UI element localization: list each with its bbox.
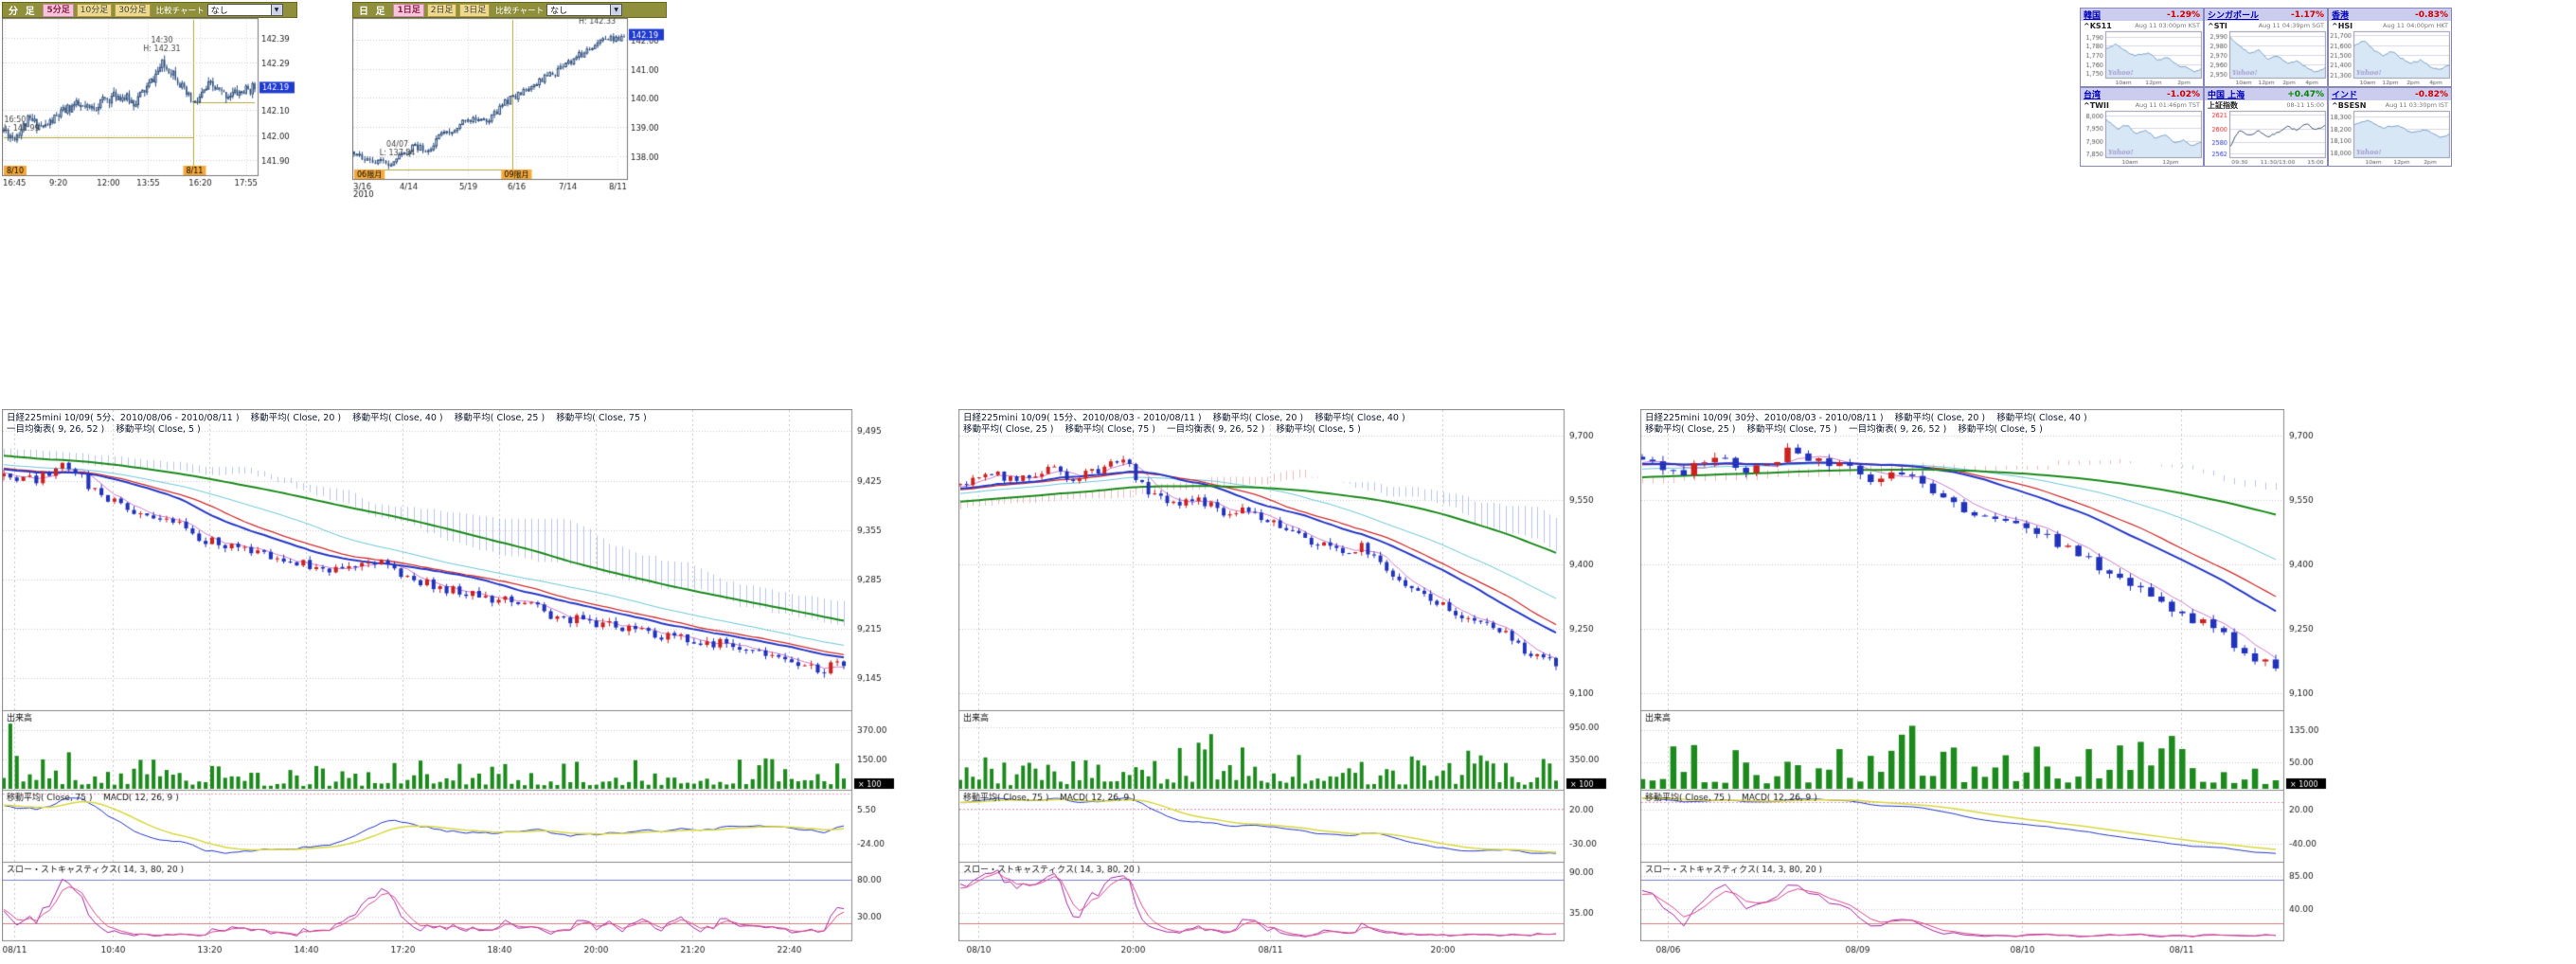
index-symbol: 上証指数 <box>2208 100 2238 110</box>
index-change: -1.29% <box>2167 9 2200 20</box>
index-mini-chart <box>2329 110 2451 166</box>
tab-3day[interactable]: 3日足 <box>459 3 491 17</box>
compare-chart-label: 比較チャート <box>155 6 205 16</box>
index-cell-header: シンガポール -1.17% <box>2205 9 2327 21</box>
index-mini-chart <box>2329 30 2451 86</box>
dropdown-arrow-icon[interactable]: ▼ <box>270 5 282 15</box>
index-symbol: ^HSI <box>2332 21 2353 30</box>
index-change: -1.17% <box>2291 9 2324 20</box>
index-symbol: ^TWII <box>2084 100 2109 110</box>
index-cell-meta: ^HSI Aug 11 04:00pm HKT <box>2329 21 2451 30</box>
tech-chart-panel-15min: 日経225mini 10/09( 15分、2010/08/03 - 2010/0… <box>958 409 1614 958</box>
world-indices-panel: 韓国 -1.29% ^KS11 Aug 11 03:00pm KST シンガポー… <box>2080 8 2452 167</box>
daily-chart-header: 日 足 1日足 2日足 3日足 比較チャート なし ▼ <box>352 2 667 18</box>
tab-10min[interactable]: 10分足 <box>76 3 113 17</box>
dropdown-arrow-icon[interactable]: ▼ <box>610 5 622 15</box>
index-cell-header: 中国 上海 +0.47% <box>2205 88 2327 100</box>
index-cell-singapore: シンガポール -1.17% ^STI Aug 11 04:39pm SGT <box>2204 8 2328 87</box>
tab-30min[interactable]: 30分足 <box>115 3 151 17</box>
index-cell-korea: 韓国 -1.29% ^KS11 Aug 11 03:00pm KST <box>2080 8 2204 87</box>
index-cell-hongkong: 香港 -0.83% ^HSI Aug 11 04:00pm HKT <box>2328 8 2452 87</box>
index-cell-shanghai: 中国 上海 +0.47% 上証指数 08-11 15:00 <box>2204 87 2328 167</box>
index-cell-header: 韓国 -1.29% <box>2081 9 2203 21</box>
index-timestamp: Aug 11 03:30pm IST <box>2385 101 2448 109</box>
minute-chart-header: 分 足 5分足 10分足 30分足 比較チャート なし ▼ <box>2 2 297 18</box>
index-timestamp: Aug 11 01:46pm TST <box>2135 101 2200 109</box>
tab-1day[interactable]: 1日足 <box>393 3 424 17</box>
index-mini-chart <box>2081 110 2203 166</box>
index-symbol: ^BSESN <box>2332 100 2367 110</box>
index-change: -0.83% <box>2415 9 2448 20</box>
index-mini-chart <box>2205 110 2327 166</box>
tab-2day[interactable]: 2日足 <box>426 3 457 17</box>
index-change: +0.47% <box>2287 89 2324 99</box>
index-mini-chart <box>2205 30 2327 86</box>
tech-chart-panel-30min: 日経225mini 10/09( 30分、2010/08/03 - 2010/0… <box>1640 409 2334 958</box>
index-name-link[interactable]: 中国 上海 <box>2208 91 2245 100</box>
tech-chart-panel-5min: 日経225mini 10/09( 5分、2010/08/06 - 2010/08… <box>2 409 902 958</box>
panel-title: 日 足 <box>359 7 387 17</box>
index-symbol: ^KS11 <box>2084 21 2112 30</box>
index-cell-header: 香港 -0.83% <box>2329 9 2451 21</box>
daily-chart-panel: 日 足 1日足 2日足 3日足 比較チャート なし ▼ <box>352 2 667 198</box>
index-name-link[interactable]: 台湾 <box>2084 91 2102 100</box>
index-name-link[interactable]: インド <box>2332 91 2358 100</box>
compare-select-value: なし <box>550 7 568 16</box>
index-name-link[interactable]: シンガポール <box>2208 11 2260 21</box>
index-timestamp: 08-11 15:00 <box>2286 101 2324 109</box>
index-timestamp: Aug 11 03:00pm KST <box>2135 22 2200 29</box>
tech-chart-canvas-5min[interactable] <box>2 409 902 958</box>
index-cell-meta: ^BSESN Aug 11 03:30pm IST <box>2329 100 2451 110</box>
daily-chart-canvas[interactable] <box>352 18 667 198</box>
tech-chart-canvas-30min[interactable] <box>1640 409 2334 958</box>
index-cell-meta: ^TWII Aug 11 01:46pm TST <box>2081 100 2203 110</box>
minute-chart-panel: 分 足 5分足 10分足 30分足 比較チャート なし ▼ <box>2 2 297 194</box>
compare-select[interactable]: なし ▼ <box>546 4 623 16</box>
index-cell-taiwan: 台湾 -1.02% ^TWII Aug 11 01:46pm TST <box>2080 87 2204 167</box>
index-cell-meta: ^KS11 Aug 11 03:00pm KST <box>2081 21 2203 30</box>
compare-select[interactable]: なし ▼ <box>206 4 283 16</box>
index-cell-meta: 上証指数 08-11 15:00 <box>2205 100 2327 110</box>
index-name-link[interactable]: 香港 <box>2332 11 2350 21</box>
index-cell-header: 台湾 -1.02% <box>2081 88 2203 100</box>
index-name-link[interactable]: 韓国 <box>2084 11 2102 21</box>
minute-chart-canvas[interactable] <box>2 18 297 194</box>
index-change: -0.82% <box>2415 89 2448 99</box>
index-cell-india: インド -0.82% ^BSESN Aug 11 03:30pm IST <box>2328 87 2452 167</box>
panel-title: 分 足 <box>9 7 37 17</box>
index-change: -1.02% <box>2167 89 2200 99</box>
tech-chart-canvas-15min[interactable] <box>958 409 1614 958</box>
index-cell-header: インド -0.82% <box>2329 88 2451 100</box>
compare-chart-label: 比較チャート <box>495 6 545 16</box>
index-timestamp: Aug 11 04:39pm SGT <box>2258 22 2324 29</box>
compare-select-value: なし <box>210 7 228 16</box>
index-cell-meta: ^STI Aug 11 04:39pm SGT <box>2205 21 2327 30</box>
index-symbol: ^STI <box>2208 21 2227 30</box>
index-timestamp: Aug 11 04:00pm HKT <box>2383 22 2448 29</box>
index-mini-chart <box>2081 30 2203 86</box>
tab-5min[interactable]: 5分足 <box>43 3 74 17</box>
